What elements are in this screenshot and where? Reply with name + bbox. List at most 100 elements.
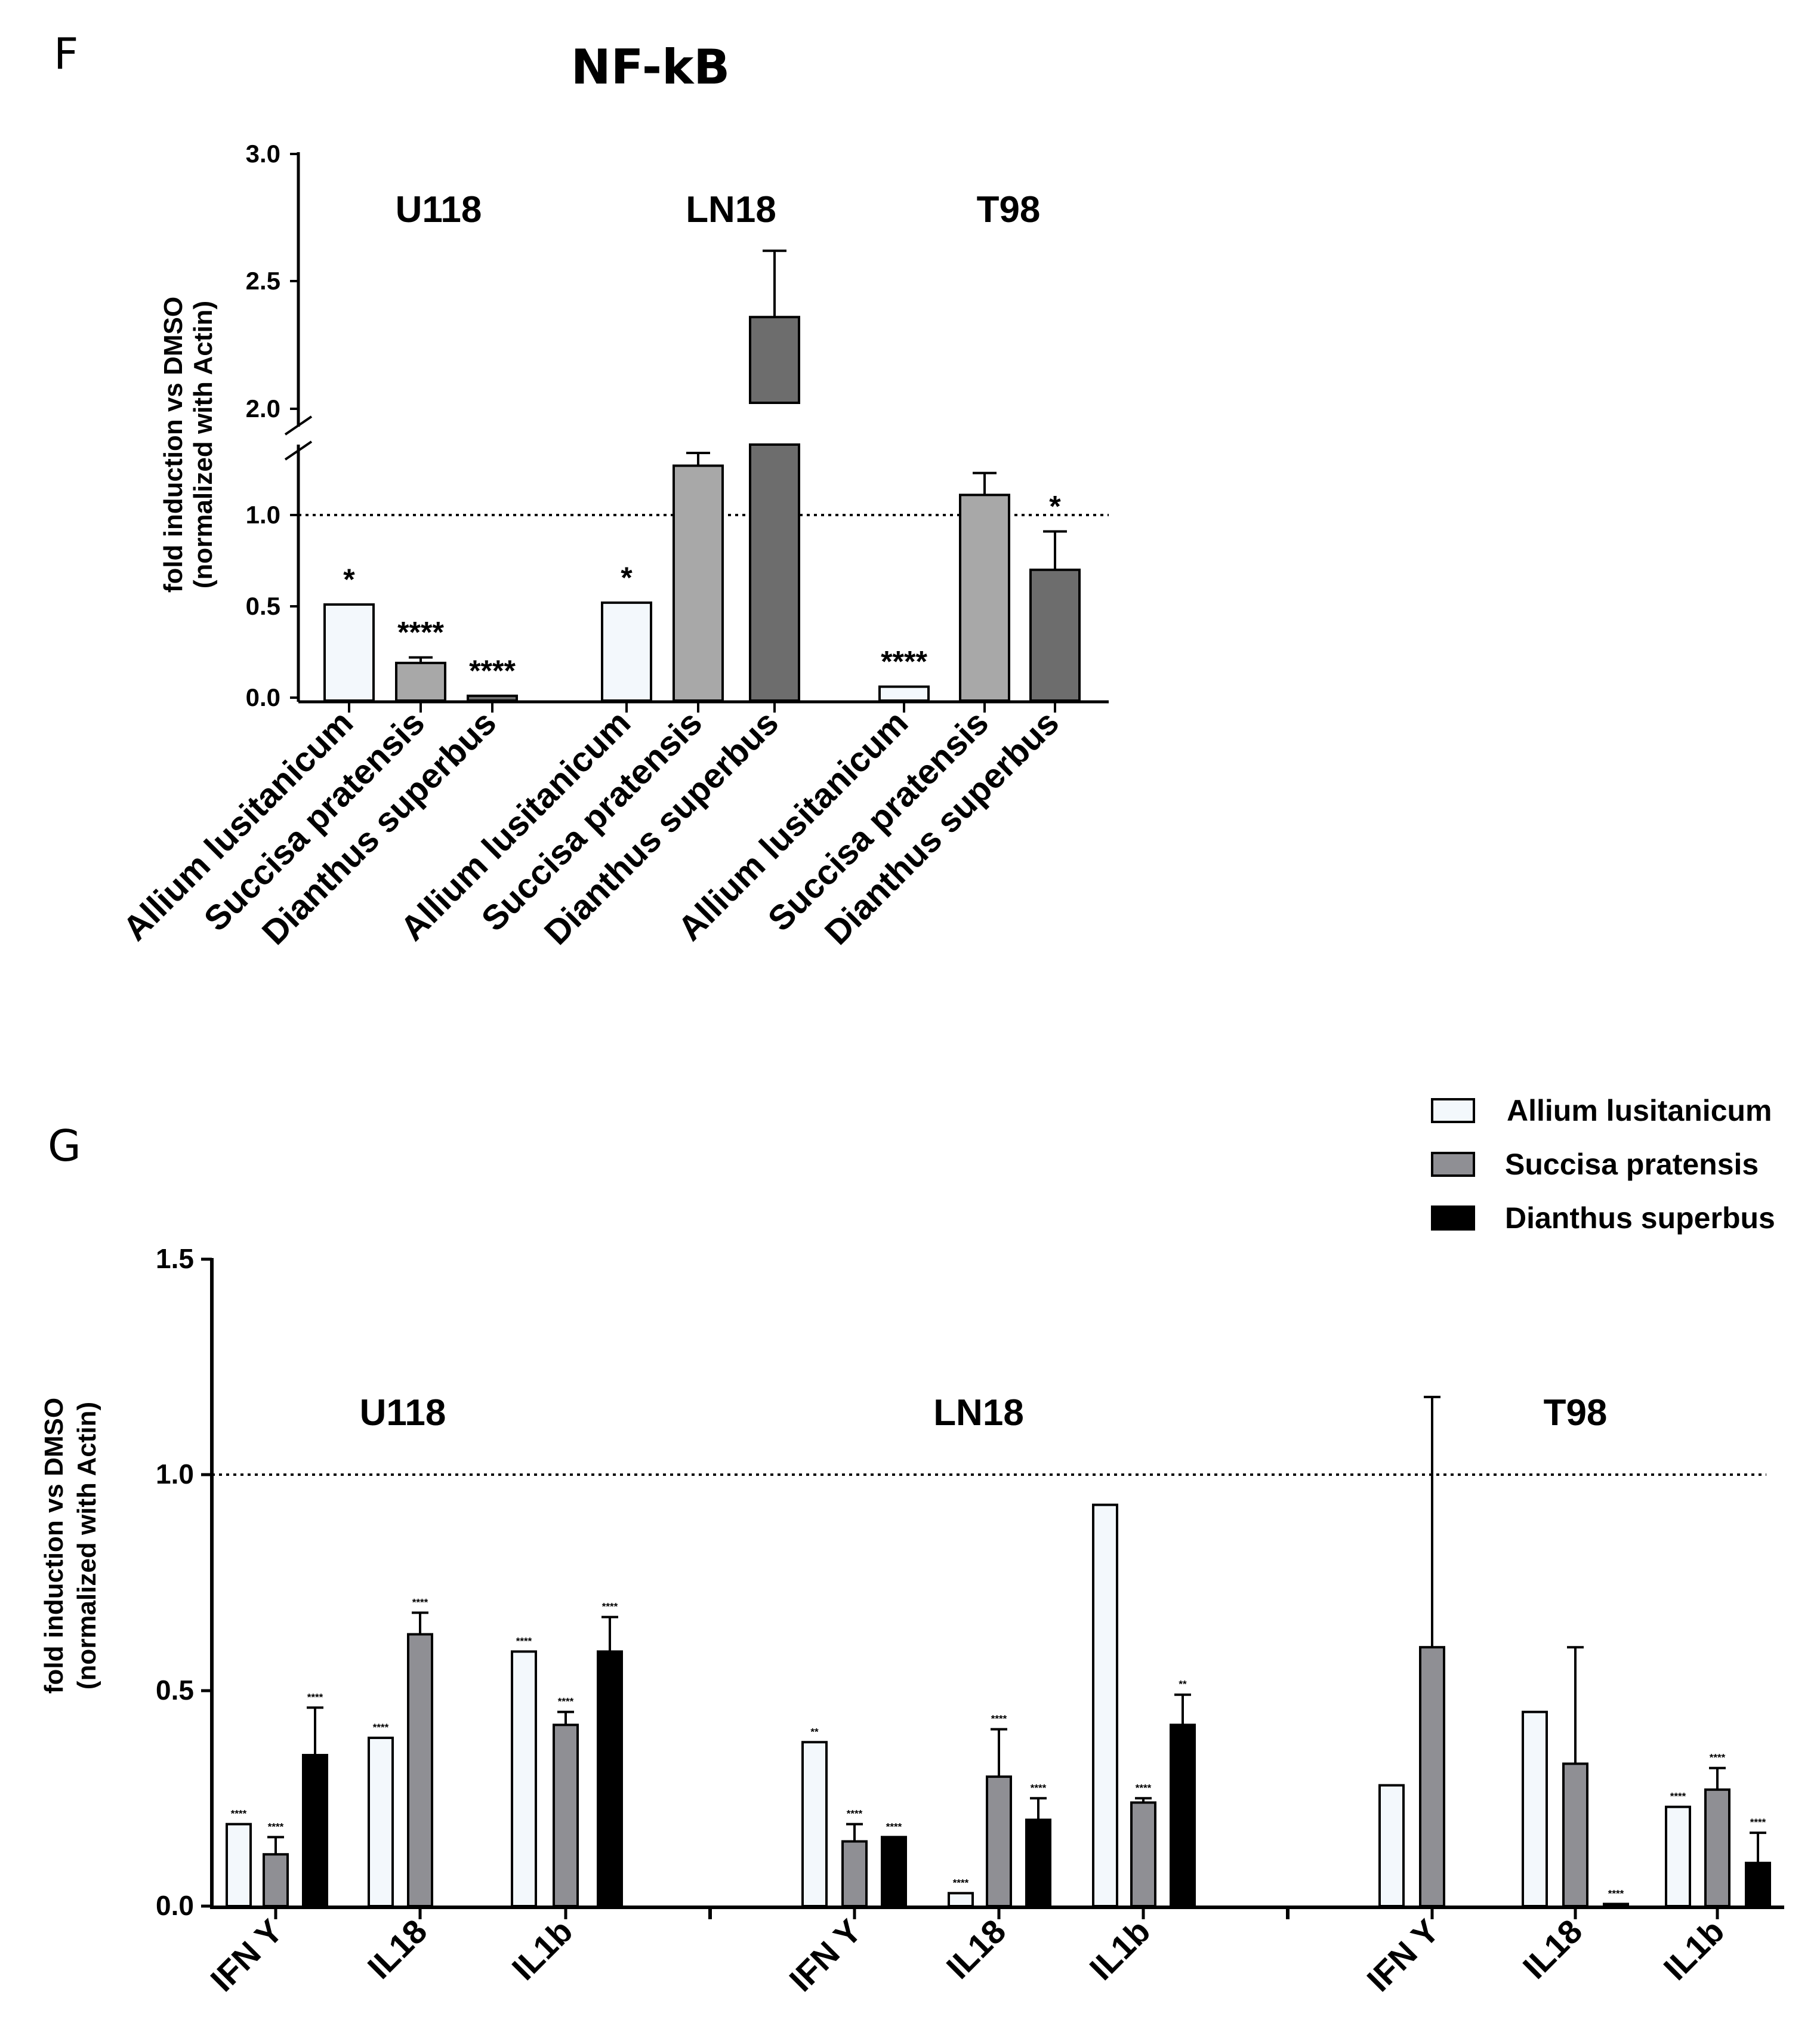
panel-f-bar [323,603,375,702]
panel-f-group-label: T98 [977,189,1041,230]
panel-f-bar [959,494,1010,702]
panel-f-group-label: U118 [396,189,482,230]
panel-g-bar [1562,1762,1588,1907]
panel-g-significance: **** [412,1596,428,1608]
panel-g-bar [948,1892,974,1908]
panel-f-significance: **** [469,654,516,687]
panel-f-ytick-label: 0.0 [246,683,280,711]
panel-g-bar [597,1650,623,1907]
panel-g-group-label: T98 [1544,1392,1608,1433]
panel-f-title: NF-kB [571,39,730,95]
panel-g-significance: ** [1179,1679,1187,1690]
panel-f-ytick-label: 2.0 [246,394,280,423]
panel-g-category-label: IL1b [1656,1912,1732,1987]
panel-g-bar [302,1753,328,1907]
panel-g-significance: **** [847,1808,863,1820]
panel-g-significance: **** [602,1601,618,1612]
panel-g-bar [986,1775,1012,1908]
panel-f-ytick-label: 3.0 [246,140,280,168]
panel-g-bar [1092,1503,1118,1908]
panel-f-bar [467,694,518,702]
panel-f-significance: * [343,563,355,596]
panel-g-significance: **** [1670,1791,1686,1802]
panel-g-category-label: IL1b [505,1912,580,1987]
panel-f-bar [749,443,800,702]
panel-g-category-label: IFN Y [782,1912,868,1999]
panel-g-bar [801,1741,828,1907]
panel-g-significance: **** [953,1877,969,1888]
panel-g-letter: G [48,1121,81,1171]
panel-g-category-label: IL1b [1082,1912,1158,1987]
panel-g-significance: **** [991,1713,1007,1725]
panel-g-significance: **** [558,1696,574,1707]
legend-swatch-allium [1431,1098,1475,1123]
panel-g-significance: **** [268,1821,284,1832]
panel-g-ytick-label: 0.0 [156,1890,194,1921]
panel-g-bar [263,1853,289,1907]
panel-g-bar [553,1723,579,1908]
panel-g-category-label: IFN Y [203,1912,289,1999]
panel-g-significance: **** [307,1691,323,1703]
panel-g-bar [1665,1805,1691,1907]
panel-g-bar [881,1836,907,1908]
panel-g-category-label: IL18 [1516,1912,1590,1986]
panel-g-category-label: IL18 [360,1912,434,1986]
panel-f-bar [673,464,724,702]
panel-g-significance: **** [231,1808,247,1820]
panel-g: G fold induction vs DMSO (normalized wit… [39,1094,1784,1999]
legend-label-succisa: Succisa pratensis [1505,1148,1759,1181]
panel-g-bar [1419,1646,1445,1907]
legend-swatch-dianthus [1431,1205,1475,1231]
panel-g-bar [226,1823,252,1907]
panel-g-significance: **** [1031,1782,1047,1793]
panel-f-ytick-label: 0.5 [246,592,280,620]
panel-g-bar [841,1840,868,1908]
panel-g-bar [1170,1723,1196,1908]
panel-g-group-label: U118 [360,1392,446,1433]
panel-f-bar [749,316,800,405]
panel-g-ylabel-line1: fold induction vs DMSO [39,1398,69,1694]
panel-f-ytick-label: 1.0 [246,501,280,529]
panel-g-legend: Allium lusitanicum Succisa pratensis Dia… [1431,1094,1775,1235]
panel-f-significance: * [621,561,633,594]
panel-f: F NF-kB fold induction vs DMSO (normaliz… [54,29,1109,952]
panel-g-ylabel-line2: (normalized with Actin) [72,1402,101,1689]
panel-g-bar [1025,1818,1051,1907]
panel-g-category-label: IFN Y [1359,1912,1446,1999]
panel-g-category-label: IL18 [939,1912,1013,1986]
panel-g-group-label: LN18 [933,1392,1024,1433]
panel-g-significance: **** [516,1635,532,1647]
panel-g-ytick-label: 1.0 [156,1459,194,1490]
panel-g-bar [511,1650,537,1907]
panel-f-significance: **** [881,645,927,679]
panel-f-bar [878,685,930,702]
panel-f-letter: F [54,29,78,79]
panel-f-ylabel-line2: (normalized with Actin) [189,301,218,588]
legend-label-dianthus: Dianthus superbus [1505,1201,1775,1235]
legend-label-allium: Allium lusitanicum [1507,1094,1772,1127]
panel-f-bar [601,601,652,702]
panel-f-bar [1029,568,1081,702]
panel-g-significance: **** [1750,1817,1766,1828]
panel-f-ylabel-line1: fold induction vs DMSO [159,297,188,593]
panel-f-bar [395,661,446,702]
panel-g-significance: **** [373,1722,389,1733]
panel-g-bar [1522,1710,1548,1907]
panel-g-significance: **** [1136,1782,1152,1793]
panel-g-bar [1130,1801,1156,1907]
panel-g-ytick-label: 1.5 [156,1243,194,1274]
panel-g-significance: **** [1608,1888,1624,1899]
panel-f-significance: * [1049,490,1061,523]
panel-g-ytick-label: 0.5 [156,1675,194,1706]
panel-g-bar [407,1633,433,1907]
panel-f-significance: **** [397,616,444,649]
panel-g-bar [368,1737,394,1908]
panel-g-bar [1745,1861,1771,1907]
panel-f-group-label: LN18 [686,189,776,230]
panel-g-significance: **** [886,1821,902,1832]
panel-g-significance: ** [810,1726,819,1737]
panel-g-bar [1603,1903,1629,1908]
panel-f-ytick-label: 2.5 [246,267,280,295]
